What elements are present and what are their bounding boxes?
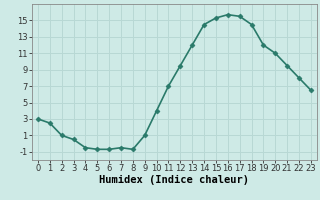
- X-axis label: Humidex (Indice chaleur): Humidex (Indice chaleur): [100, 175, 249, 185]
